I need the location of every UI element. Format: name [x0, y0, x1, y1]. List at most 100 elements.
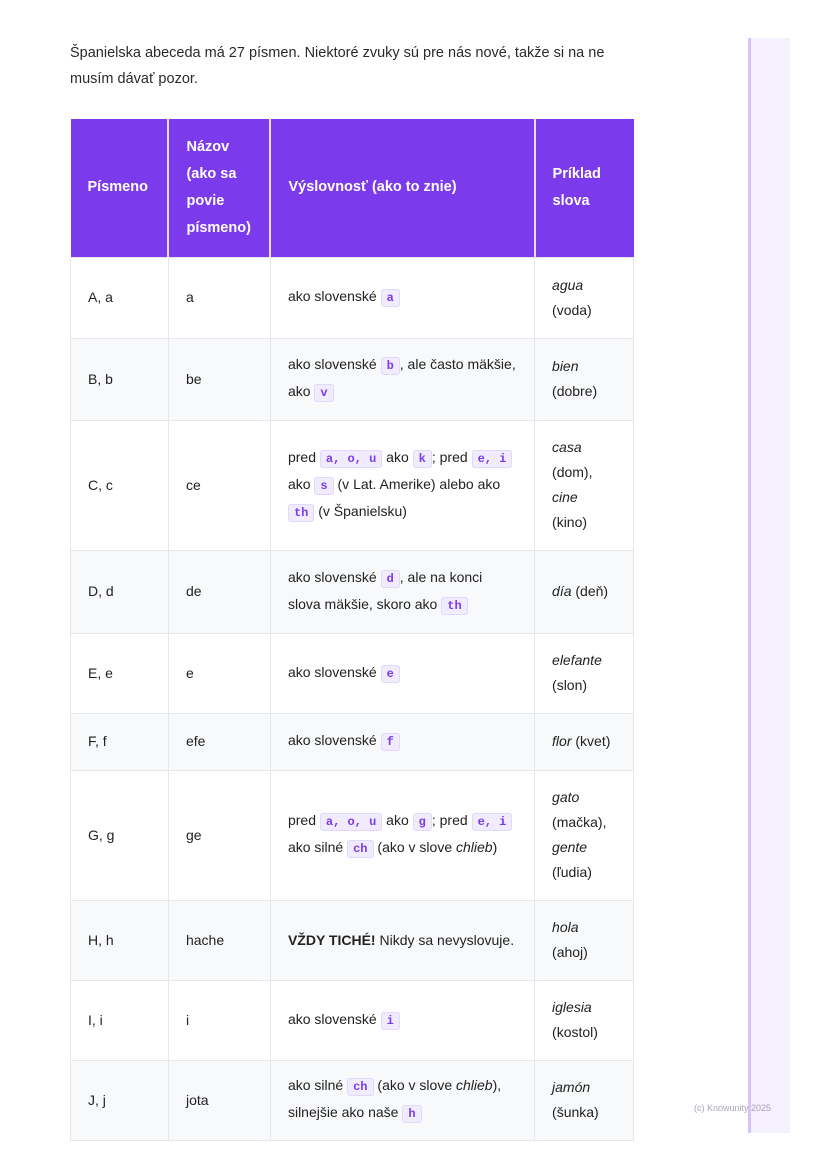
text: ako slovenské: [287, 568, 381, 585]
letter-cell: C, c: [70, 419, 169, 551]
bold-text: VŽDY TICHÉ!: [287, 931, 376, 948]
italic-word: chlieb: [456, 1077, 493, 1093]
italic-word: casa: [552, 439, 582, 455]
code-snippet: h: [402, 1105, 422, 1123]
letter-cell: F, f: [70, 712, 169, 771]
pronunciation-cell: ako slovenské a: [269, 256, 536, 339]
text: ako slovenské: [287, 732, 381, 748]
text: (ako v slove: [373, 839, 456, 855]
letter-cell: A, a: [70, 256, 169, 339]
example-cell: elefante (slon): [534, 632, 634, 714]
italic-word: hola: [552, 919, 579, 935]
header-pronunciation: Výslovnosť (ako to znie): [270, 119, 536, 257]
header-letter: Písmeno: [70, 119, 170, 257]
text: (mačka),: [552, 814, 607, 830]
table-row: B, b be ako slovenské b, ale často mäkšie,…: [70, 337, 634, 421]
text: (slon): [552, 677, 588, 693]
text: ), silnejšie ako naše: [287, 1077, 502, 1120]
text: ako slovenské: [287, 288, 381, 304]
text: ako silné: [287, 839, 348, 855]
text: ; pred: [431, 448, 472, 465]
code-snippet: ch: [347, 840, 374, 858]
text: (kostol): [552, 1024, 598, 1040]
text: pred: [287, 812, 320, 828]
text: (dobre): [552, 383, 598, 399]
italic-word: chlieb: [456, 839, 493, 855]
code-snippet: i: [380, 1011, 400, 1030]
sidebar-panel: [748, 38, 790, 1133]
italic-word: día: [552, 583, 572, 599]
name-cell: hache: [167, 899, 271, 981]
italic-word: flor: [552, 733, 572, 749]
text: ako slovenské: [287, 663, 381, 680]
table-row: E, e e ako slovenské e elefante (slon): [70, 632, 634, 714]
name-cell: ce: [167, 419, 271, 551]
example-cell: casa (dom), cine (kino): [534, 419, 634, 551]
text: (v Španielsku): [314, 502, 407, 519]
code-snippet: d: [380, 569, 400, 588]
pronunciation-cell: ako slovenské e: [269, 632, 536, 714]
text: (ahoj): [552, 944, 588, 960]
text: ako: [382, 448, 413, 465]
table-row: I, i i ako slovenské i iglesia (kostol): [70, 979, 634, 1061]
text: (kino): [552, 514, 588, 530]
pronunciation-cell: ako silné ch (ako v slove chlieb), silne…: [269, 1059, 536, 1141]
example-cell: día (deň): [534, 549, 634, 634]
table-row: H, h hache VŽDY TICHÉ! Nikdy sa nevyslovuj…: [70, 899, 634, 981]
text: (kvet): [571, 733, 611, 749]
code-snippet: a, o, u: [319, 449, 383, 468]
code-snippet: s: [314, 476, 334, 495]
name-cell: a: [167, 256, 271, 339]
code-snippet: th: [287, 503, 315, 522]
italic-word: bien: [552, 358, 579, 374]
header-example: Príklad slova: [534, 119, 634, 257]
name-cell: i: [167, 979, 271, 1061]
code-snippet: g: [412, 813, 432, 831]
code-snippet: f: [380, 733, 400, 751]
text: (voda): [552, 301, 592, 318]
code-snippet: th: [441, 596, 468, 615]
letter-cell: B, b: [70, 337, 169, 421]
table-row: G, g ge pred a, o, u ako g; pred e, i ako …: [70, 769, 634, 901]
italic-word: agua: [552, 276, 584, 293]
text: , ale často mäkšie, ako: [287, 356, 516, 399]
letter-cell: E, e: [70, 632, 169, 714]
text: (ako v slove: [373, 1077, 456, 1093]
table-row: J, j jota ako silné ch (ako v slove chlieb…: [70, 1059, 634, 1141]
code-snippet: a: [380, 289, 400, 307]
table-row: D, d de ako slovenské d, ale na konci slov…: [70, 549, 634, 634]
letter-cell: H, h: [70, 899, 169, 981]
name-cell: de: [167, 549, 271, 634]
footer-copyright: (c) Knowunity 2025: [694, 1103, 772, 1113]
text: (ľudia): [552, 864, 592, 880]
alphabet-table: Písmeno Názov (ako sa povie písmeno) Výs…: [70, 119, 634, 1141]
letter-cell: I, i: [70, 979, 169, 1061]
name-cell: e: [167, 632, 271, 714]
header-name: Názov (ako sa povie písmeno): [168, 119, 272, 257]
text: ako: [382, 812, 413, 828]
text: (dom),: [552, 464, 593, 480]
pronunciation-cell: VŽDY TICHÉ! Nikdy sa nevyslovuje.: [269, 899, 536, 981]
text: (šunka): [552, 1104, 599, 1120]
text: Nikdy sa nevyslovuje.: [375, 931, 515, 948]
text: , ale na konci slova mäkšie, skoro ako: [287, 568, 483, 612]
table-row: F, f efe ako slovenské f flor (kvet): [70, 712, 634, 771]
text: pred: [287, 448, 320, 465]
pronunciation-cell: ako slovenské d, ale na konci slova mäkš…: [269, 549, 536, 634]
example-cell: jamón (šunka): [534, 1059, 634, 1141]
pronunciation-cell: ako slovenské b, ale často mäkšie, ako v: [269, 337, 536, 421]
italic-word: cine: [552, 489, 578, 505]
italic-word: gente: [552, 839, 588, 855]
text: ako slovenské: [287, 1010, 381, 1027]
pronunciation-cell: pred a, o, u ako g; pred e, i ako silné …: [269, 769, 536, 901]
text: (deň): [571, 583, 609, 599]
code-snippet: b: [380, 357, 400, 375]
code-snippet: e: [380, 664, 400, 683]
text: ako slovenské: [287, 356, 381, 372]
name-cell: be: [167, 337, 271, 421]
italic-word: elefante: [552, 652, 602, 668]
name-cell: ge: [167, 769, 271, 901]
italic-word: gato: [552, 789, 580, 805]
table-row: A, a a ako slovenské a agua (voda): [70, 256, 634, 339]
code-snippet: v: [314, 384, 334, 402]
